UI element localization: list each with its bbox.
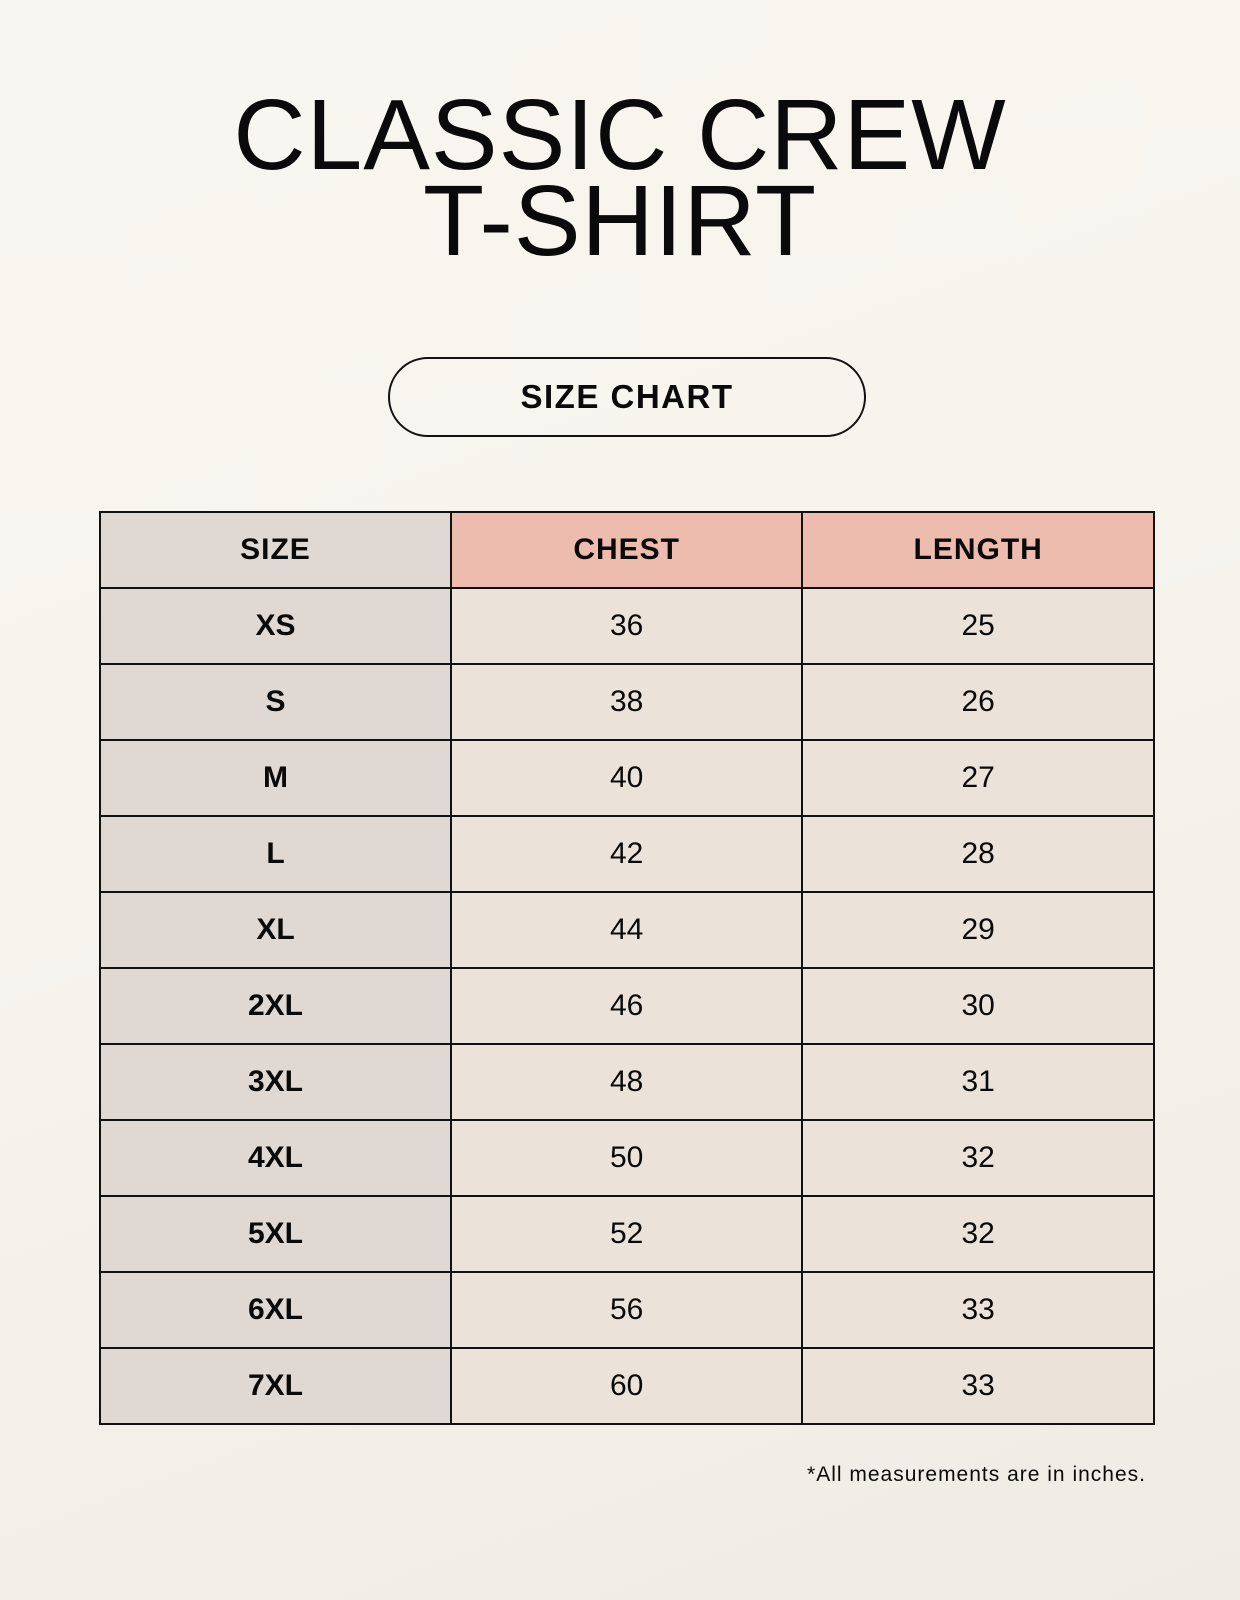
cell-size: M <box>99 739 452 817</box>
cell-length: 32 <box>801 1119 1155 1197</box>
cell-size: 5XL <box>99 1195 452 1273</box>
cell-size: L <box>99 815 452 893</box>
table-row: S 38 26 <box>99 663 1155 741</box>
table-row: XS 36 25 <box>99 587 1155 665</box>
cell-chest: 60 <box>449 1347 804 1425</box>
cell-length: 33 <box>801 1347 1155 1425</box>
table-row: 2XL 46 30 <box>99 967 1155 1045</box>
cell-length: 28 <box>801 815 1155 893</box>
cell-chest: 36 <box>449 587 804 665</box>
cell-chest: 42 <box>449 815 804 893</box>
table-row: 7XL 60 33 <box>99 1347 1155 1425</box>
table-row: 3XL 48 31 <box>99 1043 1155 1121</box>
cell-length: 25 <box>801 587 1155 665</box>
title-line-2: T-SHIRT <box>422 165 818 277</box>
cell-chest: 38 <box>449 663 804 741</box>
table-row: L 42 28 <box>99 815 1155 893</box>
cell-length: 30 <box>801 967 1155 1045</box>
cell-size: 2XL <box>99 967 452 1045</box>
cell-size: 7XL <box>99 1347 452 1425</box>
cell-size: XS <box>99 587 452 665</box>
size-chart-badge: SIZE CHART <box>388 357 866 437</box>
header-size: SIZE <box>99 511 452 589</box>
cell-length: 31 <box>801 1043 1155 1121</box>
cell-chest: 56 <box>449 1271 804 1349</box>
cell-chest: 40 <box>449 739 804 817</box>
table-row: 4XL 50 32 <box>99 1119 1155 1197</box>
header-chest: CHEST <box>449 511 804 589</box>
cell-chest: 50 <box>449 1119 804 1197</box>
cell-length: 27 <box>801 739 1155 817</box>
cell-size: 3XL <box>99 1043 452 1121</box>
cell-length: 32 <box>801 1195 1155 1273</box>
cell-chest: 44 <box>449 891 804 969</box>
cell-size: 4XL <box>99 1119 452 1197</box>
cell-chest: 52 <box>449 1195 804 1273</box>
table-row: 5XL 52 32 <box>99 1195 1155 1273</box>
table-row: M 40 27 <box>99 739 1155 817</box>
header-row: SIZE CHEST LENGTH <box>99 511 1155 589</box>
header-length: LENGTH <box>801 511 1155 589</box>
table-row: 6XL 56 33 <box>99 1271 1155 1349</box>
cell-size: XL <box>99 891 452 969</box>
cell-length: 29 <box>801 891 1155 969</box>
cell-chest: 46 <box>449 967 804 1045</box>
footnote: *All measurements are in inches. <box>807 1463 1146 1486</box>
cell-size: S <box>99 663 452 741</box>
cell-length: 26 <box>801 663 1155 741</box>
table-row: XL 44 29 <box>99 891 1155 969</box>
cell-chest: 48 <box>449 1043 804 1121</box>
size-table: SIZE CHEST LENGTH XS 36 25 S 38 26 M 40 27 L 42 28 X… <box>99 511 1155 1425</box>
page-title: CLASSIC CREW T-SHIRT <box>0 79 1240 277</box>
cell-size: 6XL <box>99 1271 452 1349</box>
cell-length: 33 <box>801 1271 1155 1349</box>
title-line-1: CLASSIC CREW <box>233 79 1007 191</box>
